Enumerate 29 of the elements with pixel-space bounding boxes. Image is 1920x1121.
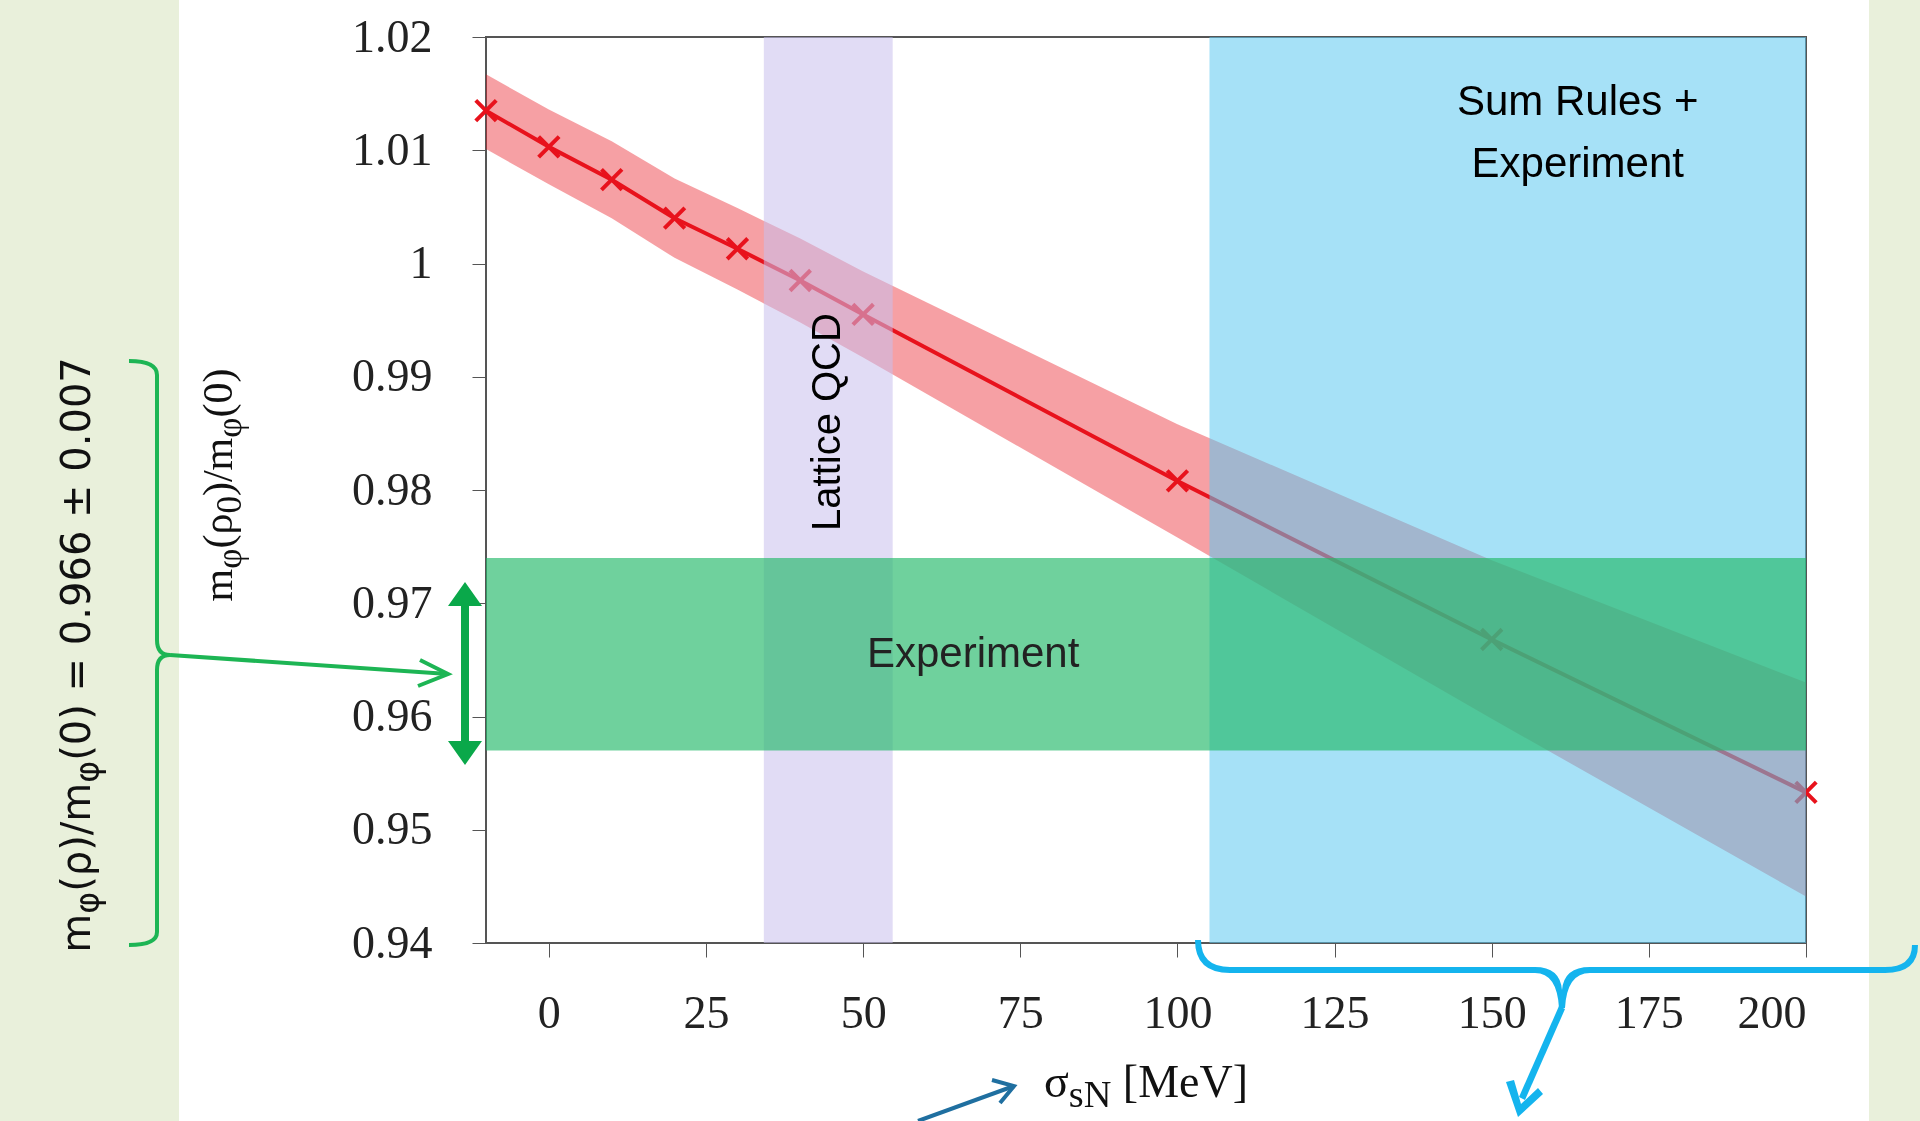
point <box>725 236 750 262</box>
x-tick-label: 0 <box>537 986 561 1038</box>
y-tick-label: 0.94 <box>352 916 433 968</box>
y-tick-label: 1.02 <box>352 10 433 62</box>
point <box>662 205 687 231</box>
x-tick-label: 200 <box>1737 986 1807 1038</box>
point <box>536 134 562 160</box>
x-tick-label: 75 <box>997 986 1044 1038</box>
y-tick-label: 1 <box>409 237 433 288</box>
y-tick-label: 0.99 <box>352 350 433 402</box>
band-label: Lattice QCD <box>804 313 849 531</box>
y-tick-label: 0.96 <box>352 690 433 741</box>
y-tick-label: 0.97 <box>352 576 433 628</box>
x-tick-label: 25 <box>683 986 730 1038</box>
y-tick-label: 1.01 <box>352 123 433 175</box>
x-tick-label: 125 <box>1300 986 1370 1038</box>
x-tick-label: 175 <box>1614 986 1684 1038</box>
point <box>1165 468 1190 494</box>
point <box>599 167 624 192</box>
point <box>1793 780 1819 805</box>
x-tick-label: 150 <box>1457 986 1527 1038</box>
band-label: Sum Rules + Experiment <box>1456 76 1699 186</box>
x-tick-label: 50 <box>840 986 887 1038</box>
y-tick-label: 0.95 <box>352 803 433 855</box>
x-axis-title: σ$_{sN}$ [MeV] <box>1043 1055 1249 1117</box>
band-label: Experiment <box>866 629 1080 677</box>
x-tick-label: 100 <box>1143 986 1213 1038</box>
point <box>473 98 499 123</box>
y-tick-label: 0.98 <box>352 463 433 515</box>
